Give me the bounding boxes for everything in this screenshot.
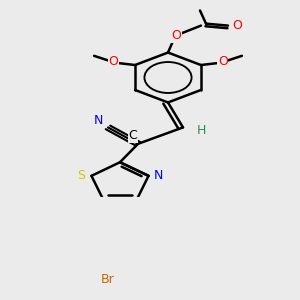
Text: O: O <box>171 29 181 42</box>
Text: H: H <box>196 124 206 137</box>
Text: C: C <box>129 130 137 142</box>
Text: N: N <box>154 169 163 182</box>
Text: O: O <box>218 55 228 68</box>
Text: S: S <box>77 169 86 182</box>
Text: O: O <box>232 19 242 32</box>
Text: O: O <box>108 55 118 68</box>
Text: N: N <box>93 114 103 128</box>
Text: Br: Br <box>100 273 114 286</box>
